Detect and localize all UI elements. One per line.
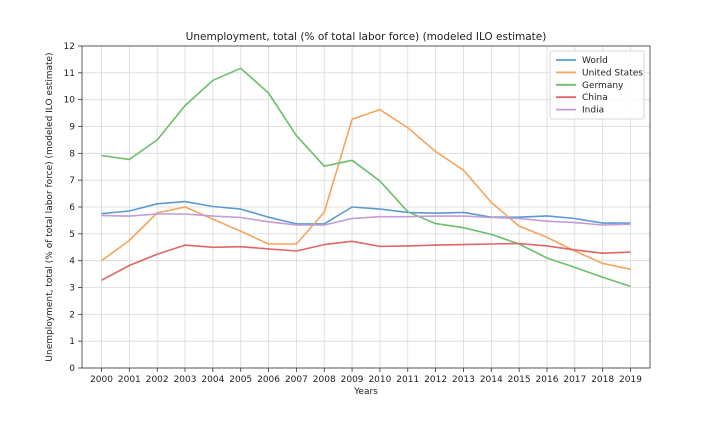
- legend-label-world: World: [582, 56, 608, 66]
- legend-box: [549, 50, 645, 120]
- x-tick-label: 2001: [118, 375, 141, 385]
- x-tick-label: 2012: [424, 375, 447, 385]
- x-axis-label: Years: [353, 387, 378, 397]
- series-line-world: [101, 200, 631, 225]
- x-tick-label: 2005: [229, 375, 252, 385]
- series-line-germany: [101, 67, 631, 288]
- y-tick-label: 5: [69, 230, 75, 240]
- x-tick-label: 2004: [201, 375, 224, 385]
- legend-label-india: India: [582, 106, 604, 116]
- y-axis-label: Unemployment, total (% of total labor fo…: [45, 52, 55, 361]
- y-tick-label: 3: [69, 284, 75, 294]
- legend-label-united-states: United States: [582, 68, 643, 78]
- series-line-united-states: [101, 108, 631, 271]
- legend-label-germany: Germany: [582, 81, 624, 91]
- y-tick-label: 1: [69, 337, 75, 347]
- x-tick-label: 2007: [285, 375, 308, 385]
- x-tick-label: 2014: [480, 375, 503, 385]
- legend-label-china: China: [582, 93, 608, 103]
- x-tick-label: 2006: [257, 375, 280, 385]
- x-tick-label: 2010: [368, 375, 391, 385]
- x-tick-label: 2000: [90, 375, 113, 385]
- x-tick-label: 2013: [452, 375, 475, 385]
- series-lines: [101, 67, 631, 288]
- chart-title: Unemployment, total (% of total labor fo…: [186, 31, 547, 43]
- series-line-china: [101, 240, 631, 282]
- y-tick-label: 2: [69, 310, 75, 320]
- y-tick-label: 10: [64, 96, 76, 106]
- series-line-india: [101, 213, 631, 226]
- x-tick-label: 2016: [536, 375, 559, 385]
- y-tick-label: 9: [69, 123, 75, 133]
- x-tick-label: 2018: [591, 375, 614, 385]
- y-tick-label: 12: [64, 42, 75, 52]
- x-tick-label: 2019: [619, 375, 642, 385]
- y-tick-label: 0: [69, 364, 75, 374]
- legend: World United States Germany China India: [549, 50, 645, 120]
- y-tick-label: 6: [69, 203, 75, 213]
- x-tick-label: 2015: [508, 375, 531, 385]
- x-tick-label: 2017: [563, 375, 586, 385]
- y-tick-label: 7: [69, 176, 75, 186]
- x-tick-label: 2002: [146, 375, 169, 385]
- x-tick-label: 2003: [174, 375, 197, 385]
- x-tick-label: 2008: [313, 375, 336, 385]
- y-tick-label: 8: [69, 149, 75, 159]
- x-tick-label: 2011: [396, 375, 419, 385]
- x-tick-label: 2009: [341, 375, 364, 385]
- y-tick-label: 4: [69, 257, 75, 267]
- y-tick-label: 11: [64, 69, 75, 79]
